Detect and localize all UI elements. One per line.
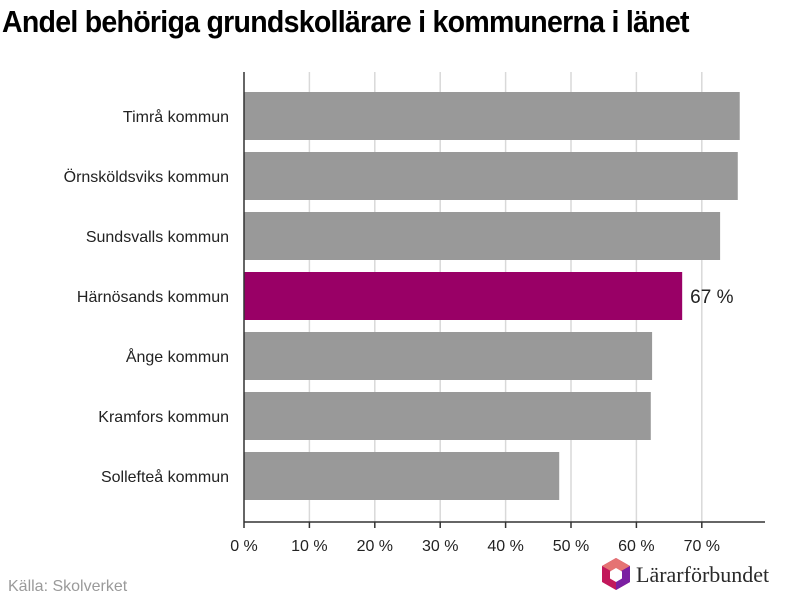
- bar: [244, 332, 653, 380]
- lararforbundet-logo-icon: [602, 558, 630, 590]
- x-tick-label: 60 %: [618, 538, 654, 555]
- category-label: Timrå kommun: [123, 108, 229, 126]
- category-label: Sundsvalls kommun: [86, 229, 229, 246]
- chart-title: Andel behöriga grundskollärare i kommune…: [2, 4, 689, 39]
- data-labels: 67 %: [690, 287, 733, 308]
- category-labels: Timrå kommun Örnsköldsviks kommun Sundsval…: [64, 108, 229, 486]
- bars: [244, 92, 740, 500]
- data-label: 67 %: [690, 287, 733, 308]
- bar: [244, 92, 740, 140]
- x-tick-label: 10 %: [291, 538, 327, 555]
- bar: [244, 452, 560, 500]
- category-label: Härnösands kommun: [77, 289, 229, 306]
- bar: [244, 212, 721, 260]
- bar: [244, 272, 683, 320]
- source-note: Källa: Skolverket: [8, 578, 128, 595]
- x-tick-label: 20 %: [357, 538, 393, 555]
- category-label: Örnsköldsviks kommun: [64, 168, 229, 186]
- x-tick-label: 0 %: [230, 538, 258, 555]
- x-tick-label: 70 %: [684, 538, 720, 555]
- bar: [244, 392, 651, 440]
- x-tick-label: 30 %: [422, 538, 458, 555]
- category-label: Sollefteå kommun: [101, 468, 229, 486]
- bar: [244, 152, 738, 200]
- x-tick-label: 50 %: [553, 538, 589, 555]
- x-tick-label: 40 %: [487, 538, 523, 555]
- logo: Lärarförbundet: [600, 556, 795, 596]
- logo-text: Lärarförbundet: [636, 562, 770, 587]
- category-label: Ånge kommun: [126, 347, 229, 366]
- x-axis: 0 % 10 % 20 % 30 % 40 % 50 % 60 % 70 %: [230, 72, 765, 555]
- category-label: Kramfors kommun: [98, 409, 229, 426]
